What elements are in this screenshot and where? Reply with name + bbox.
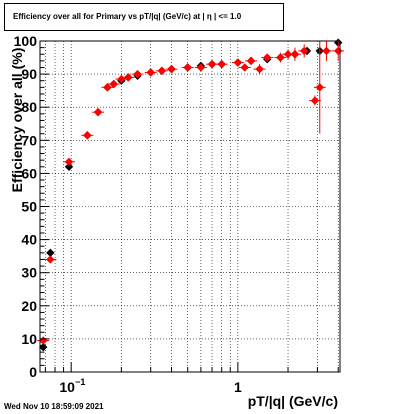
x-tick-label: 10 [59, 379, 75, 395]
y-tick-label: 10 [21, 331, 37, 347]
y-tick-label: 40 [21, 232, 37, 248]
data-point [299, 46, 309, 56]
data-point [64, 157, 74, 167]
x-axis-ticks: 10 −1 1 [44, 362, 339, 395]
y-tick-label: 30 [21, 265, 37, 281]
data-point [196, 63, 206, 72]
y-tick-label: 0 [29, 364, 37, 380]
data-point [83, 131, 92, 140]
y-tick-label: 70 [21, 132, 37, 148]
data-point [109, 79, 118, 89]
y-axis-label: Efficiency over all (%) [9, 48, 25, 193]
data-point [310, 96, 320, 105]
data-point [290, 50, 300, 59]
data-point [276, 53, 285, 62]
series-red [37, 41, 345, 345]
y-axis-ticks: 0 10 20 30 40 50 60 70 80 90 100 [14, 33, 49, 380]
chart-title: Efficiency over all for Primary vs pT/|q… [13, 12, 242, 21]
data-point [263, 53, 272, 62]
data-point [233, 58, 243, 67]
data-point [146, 68, 155, 77]
data-point [103, 83, 112, 92]
data-point [124, 73, 133, 82]
data-point [315, 83, 324, 92]
timestamp-footer: Wed Nov 10 18:59:09 2021 [4, 402, 104, 411]
data-point [93, 107, 103, 117]
y-tick-label: 50 [21, 199, 37, 215]
data-point [183, 63, 192, 72]
data-point [255, 64, 264, 74]
y-tick-label: 60 [21, 165, 37, 181]
x-axis-label: pT/|q| (GeV/c) [248, 393, 338, 409]
data-point [217, 59, 226, 69]
data-point [133, 69, 142, 79]
y-tick-label: 90 [21, 66, 37, 82]
y-tick-label: 100 [14, 33, 38, 49]
data-point [283, 50, 293, 59]
data-point [46, 255, 55, 264]
data-point [117, 74, 126, 84]
data-point [46, 248, 55, 258]
y-tick-label: 80 [21, 99, 37, 115]
x-tick-label: 1 [234, 379, 242, 395]
data-point [240, 63, 249, 72]
title-box: Efficiency over all for Primary vs pT/|q… [4, 3, 284, 31]
data-point [322, 46, 331, 56]
data-point [157, 66, 167, 75]
data-point [167, 64, 176, 74]
data-point [64, 162, 74, 171]
x-tick-label-exponent: −1 [75, 377, 85, 387]
y-tick-label: 20 [21, 298, 37, 314]
data-point [207, 59, 217, 69]
data-point [246, 56, 256, 66]
